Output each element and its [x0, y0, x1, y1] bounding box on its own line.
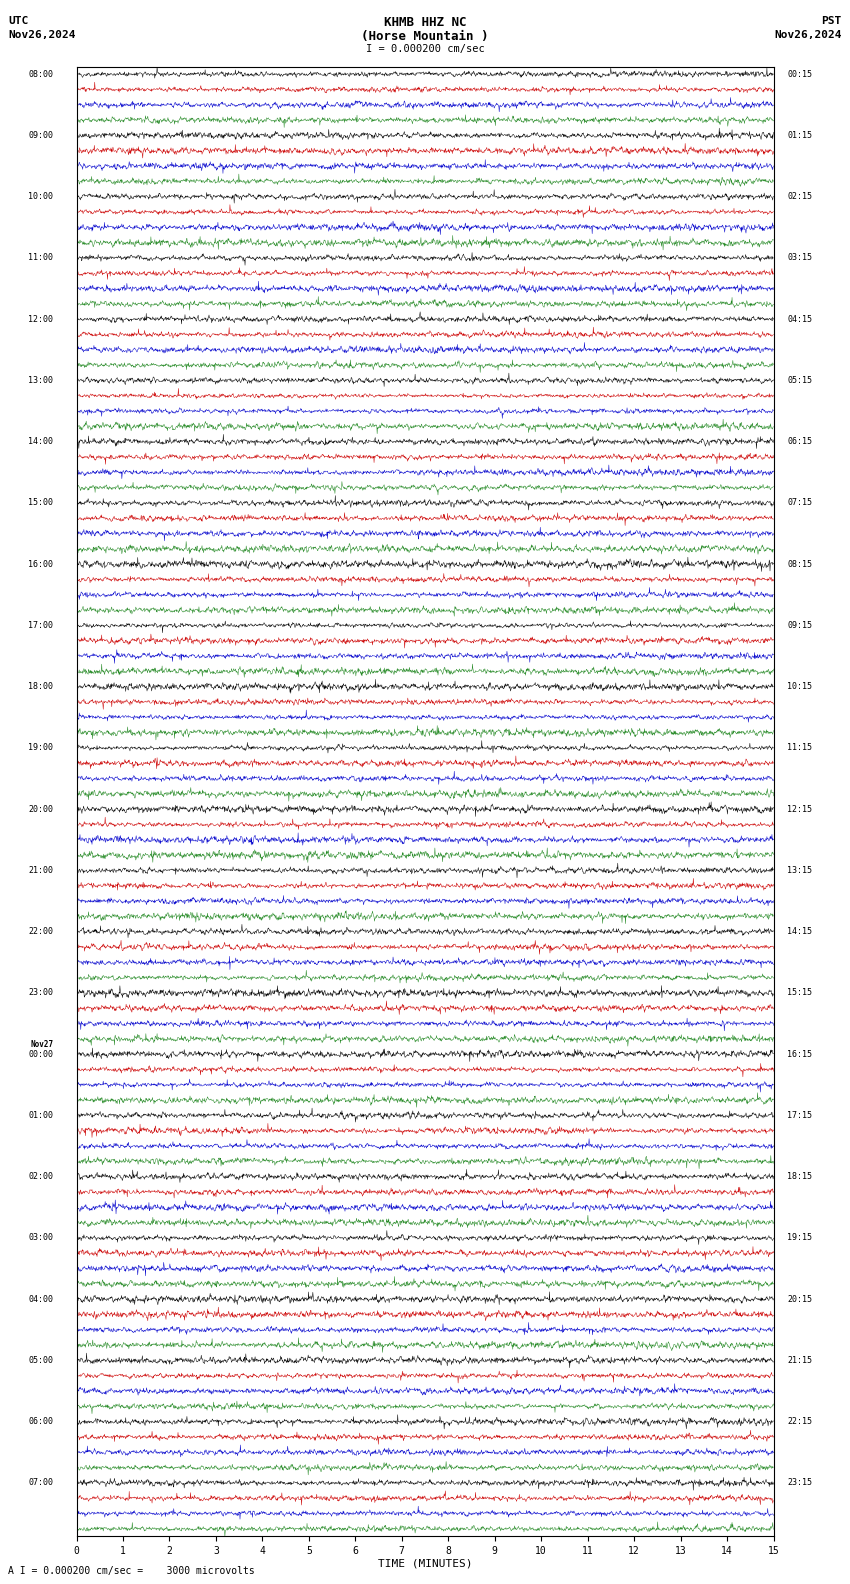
Text: 05:00: 05:00: [28, 1356, 54, 1365]
Text: 08:15: 08:15: [787, 559, 813, 569]
Text: 01:00: 01:00: [28, 1110, 54, 1120]
Text: UTC: UTC: [8, 16, 29, 25]
Text: 09:00: 09:00: [28, 131, 54, 139]
Text: 05:15: 05:15: [787, 375, 813, 385]
Text: 00:00: 00:00: [28, 1050, 54, 1058]
Text: 07:00: 07:00: [28, 1478, 54, 1487]
Text: 03:15: 03:15: [787, 253, 813, 263]
Text: 17:15: 17:15: [787, 1110, 813, 1120]
Text: 22:15: 22:15: [787, 1418, 813, 1426]
Text: 06:00: 06:00: [28, 1418, 54, 1426]
Text: 08:00: 08:00: [28, 70, 54, 79]
Text: A I = 0.000200 cm/sec =    3000 microvolts: A I = 0.000200 cm/sec = 3000 microvolts: [8, 1567, 255, 1576]
Text: 19:15: 19:15: [787, 1234, 813, 1242]
Text: 18:15: 18:15: [787, 1172, 813, 1182]
Text: 18:00: 18:00: [28, 683, 54, 691]
Text: 20:15: 20:15: [787, 1294, 813, 1304]
Text: 04:15: 04:15: [787, 315, 813, 323]
Text: Nov26,2024: Nov26,2024: [8, 30, 76, 40]
Text: 23:15: 23:15: [787, 1478, 813, 1487]
Text: 16:00: 16:00: [28, 559, 54, 569]
Text: 15:15: 15:15: [787, 988, 813, 998]
Text: 22:00: 22:00: [28, 927, 54, 936]
Text: Nov27: Nov27: [30, 1041, 54, 1050]
Text: 09:15: 09:15: [787, 621, 813, 630]
Text: 00:15: 00:15: [787, 70, 813, 79]
Text: 13:00: 13:00: [28, 375, 54, 385]
X-axis label: TIME (MINUTES): TIME (MINUTES): [377, 1559, 473, 1570]
Text: PST: PST: [821, 16, 842, 25]
Text: 14:15: 14:15: [787, 927, 813, 936]
Text: I = 0.000200 cm/sec: I = 0.000200 cm/sec: [366, 44, 484, 54]
Text: 12:00: 12:00: [28, 315, 54, 323]
Text: Nov26,2024: Nov26,2024: [774, 30, 842, 40]
Text: 13:15: 13:15: [787, 866, 813, 874]
Text: 02:15: 02:15: [787, 192, 813, 201]
Text: 20:00: 20:00: [28, 805, 54, 814]
Text: 03:00: 03:00: [28, 1234, 54, 1242]
Text: 11:15: 11:15: [787, 743, 813, 752]
Text: 02:00: 02:00: [28, 1172, 54, 1182]
Text: 19:00: 19:00: [28, 743, 54, 752]
Text: 15:00: 15:00: [28, 499, 54, 507]
Text: 21:15: 21:15: [787, 1356, 813, 1365]
Text: 10:00: 10:00: [28, 192, 54, 201]
Text: 06:15: 06:15: [787, 437, 813, 447]
Text: (Horse Mountain ): (Horse Mountain ): [361, 30, 489, 43]
Text: 16:15: 16:15: [787, 1050, 813, 1058]
Text: 17:00: 17:00: [28, 621, 54, 630]
Text: 11:00: 11:00: [28, 253, 54, 263]
Text: 14:00: 14:00: [28, 437, 54, 447]
Text: 10:15: 10:15: [787, 683, 813, 691]
Text: 07:15: 07:15: [787, 499, 813, 507]
Text: 21:00: 21:00: [28, 866, 54, 874]
Text: 04:00: 04:00: [28, 1294, 54, 1304]
Text: 01:15: 01:15: [787, 131, 813, 139]
Text: 12:15: 12:15: [787, 805, 813, 814]
Text: 23:00: 23:00: [28, 988, 54, 998]
Text: KHMB HHZ NC: KHMB HHZ NC: [383, 16, 467, 29]
